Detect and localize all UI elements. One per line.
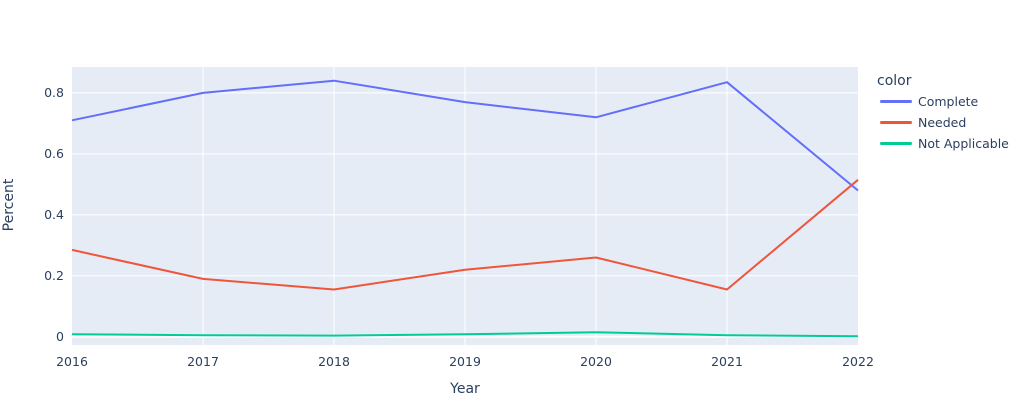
x-tick-label: 2018: [318, 354, 350, 369]
y-tick-label: 0: [56, 328, 64, 344]
y-tick-label: 0.8: [44, 84, 64, 100]
y-tick-label: 0.2: [44, 267, 64, 283]
series-line-needed[interactable]: [71, 179, 859, 291]
legend-swatch-line: [880, 100, 912, 103]
x-tick-label: 2022: [842, 354, 874, 369]
legend-item-needed[interactable]: Needed: [877, 112, 1009, 133]
legend: color Complete Needed Not Applicable: [877, 73, 1009, 154]
legend-item-not-applicable[interactable]: Not Applicable: [877, 133, 1009, 154]
x-axis-title: Year: [450, 381, 480, 397]
legend-item-label: Not Applicable: [918, 136, 1009, 151]
y-axis-title: Percent: [1, 178, 17, 232]
y-tick-label: 0.4: [44, 206, 64, 222]
x-tick-label: 2020: [580, 354, 612, 369]
x-tick-label: 2021: [711, 354, 743, 369]
legend-item-label: Needed: [918, 115, 967, 130]
x-tick-label: 2017: [187, 354, 219, 369]
legend-item-complete[interactable]: Complete: [877, 91, 1009, 112]
x-tick-label: 2019: [449, 354, 481, 369]
x-tick-label: 2016: [56, 354, 88, 369]
y-tick-label: 0.6: [44, 145, 64, 161]
series-line-not-applicable[interactable]: [71, 331, 859, 338]
legend-items: Complete Needed Not Applicable: [877, 91, 1009, 154]
legend-title: color: [877, 73, 912, 89]
legend-swatch-line: [880, 121, 912, 124]
series-line-complete[interactable]: [71, 79, 859, 192]
legend-swatch-line: [880, 142, 912, 145]
legend-item-label: Complete: [918, 94, 979, 109]
